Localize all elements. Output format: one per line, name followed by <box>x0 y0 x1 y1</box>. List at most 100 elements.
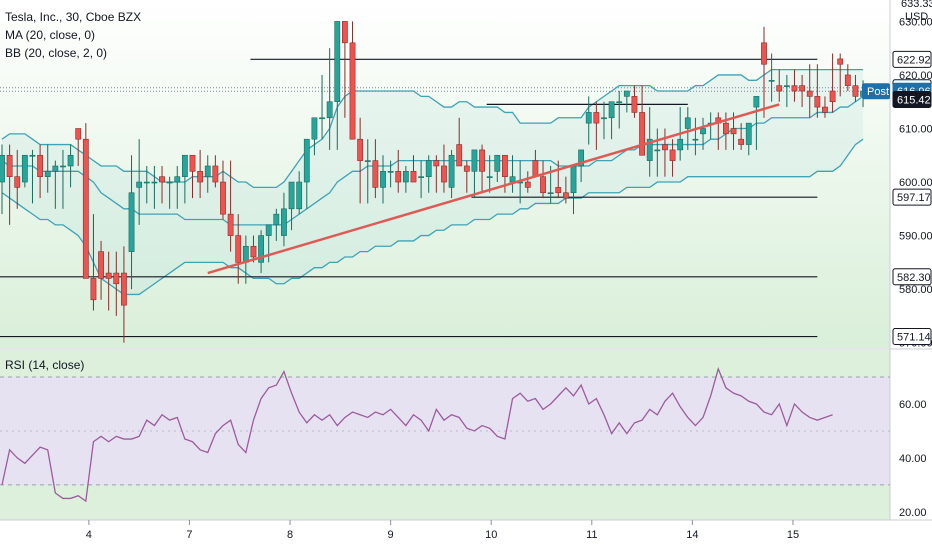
candle-body <box>753 96 760 108</box>
candle-body <box>433 160 440 167</box>
candle <box>494 154 501 183</box>
price-label-text: 582.30 <box>897 272 931 284</box>
candle-body <box>60 165 66 168</box>
candle <box>806 64 813 118</box>
time-tick-label: 14 <box>686 529 698 541</box>
candle-body <box>311 117 318 140</box>
candle <box>456 117 463 167</box>
candle-body <box>395 171 402 183</box>
candle-body <box>486 176 493 178</box>
time-tick-label: 8 <box>287 529 293 541</box>
candle-body <box>159 176 165 183</box>
candle <box>814 64 821 118</box>
candle-body <box>128 192 135 252</box>
candle <box>6 144 13 225</box>
candle <box>852 74 859 102</box>
trendline[interactable] <box>207 103 780 275</box>
candle-body <box>463 165 470 172</box>
candle <box>387 160 394 188</box>
candle-body <box>44 171 51 177</box>
candle-body <box>151 181 158 184</box>
candle <box>441 144 447 193</box>
candle-body <box>21 154 28 183</box>
rsi-tick-label: 20.00 <box>899 507 927 519</box>
candle-body <box>387 171 394 173</box>
candle-body <box>281 208 287 236</box>
candle <box>410 155 417 183</box>
candle <box>799 74 805 108</box>
price-label[interactable]: 622.92 <box>892 50 932 68</box>
candle <box>341 21 348 118</box>
candle-body <box>593 112 600 124</box>
candle-body <box>380 171 386 188</box>
candle <box>395 149 402 193</box>
candle <box>761 26 767 118</box>
candle-body <box>235 235 242 263</box>
candle <box>136 139 143 225</box>
candle <box>669 139 676 177</box>
candle <box>75 128 82 166</box>
top-price-label: 633.33 <box>901 0 932 10</box>
candle <box>60 149 66 209</box>
candle <box>463 160 470 193</box>
price-label[interactable]: 582.30 <box>892 268 932 286</box>
candlesticks <box>0 21 866 343</box>
candle-body <box>181 154 188 177</box>
time-tick-label: 4 <box>86 529 92 541</box>
candle-body <box>204 165 211 177</box>
bb-legend: BB (20, close, 2, 0) <box>5 46 107 60</box>
candle-body <box>113 272 120 285</box>
candle <box>700 117 706 150</box>
candle-body <box>616 101 623 104</box>
ma-legend: MA (20, close, 0) <box>5 28 95 42</box>
time-tick-label: 7 <box>186 529 192 541</box>
candle-body <box>555 187 562 194</box>
candle-body <box>349 42 356 140</box>
candle-body <box>631 96 638 113</box>
price-label[interactable]: 597.17 <box>892 188 932 206</box>
candle-body <box>502 154 508 177</box>
price-label-box <box>892 268 932 286</box>
candle-body <box>654 149 661 152</box>
price-label[interactable]: 615.42 <box>892 90 932 108</box>
candle-body <box>174 176 181 183</box>
price-label-text: 622.92 <box>897 54 931 66</box>
candle-body <box>837 58 844 65</box>
candle <box>684 107 691 150</box>
bb-lower-line <box>1 138 864 296</box>
candle <box>364 139 371 204</box>
candle-body <box>227 213 234 236</box>
candle <box>524 171 531 193</box>
candle <box>296 171 303 215</box>
candle <box>128 155 135 290</box>
candle-body <box>265 224 272 236</box>
candle-body <box>692 138 699 141</box>
candle <box>227 160 234 252</box>
candle <box>288 181 295 231</box>
candle <box>380 155 386 204</box>
candle-body <box>509 176 516 183</box>
candle <box>448 149 455 199</box>
candle <box>220 160 226 220</box>
candle <box>479 144 485 193</box>
time-tick-label: 9 <box>388 529 394 541</box>
candle <box>585 96 592 145</box>
candle <box>113 251 120 316</box>
candle-body <box>189 154 196 172</box>
candle-body <box>494 154 501 172</box>
candle <box>562 176 569 204</box>
trendline-line[interactable] <box>207 103 780 275</box>
candle-body <box>334 21 341 103</box>
candle-body <box>441 165 447 183</box>
candle <box>281 192 287 247</box>
post-tag-text: Post <box>867 86 889 98</box>
candle-body <box>425 160 432 177</box>
candle-body <box>341 21 348 44</box>
candle-body <box>456 144 463 167</box>
candle-body <box>524 181 531 188</box>
price-label[interactable]: 571.14 <box>892 328 932 346</box>
currency-label: USD <box>905 11 928 23</box>
candle-body <box>98 251 104 279</box>
candle <box>29 149 36 204</box>
